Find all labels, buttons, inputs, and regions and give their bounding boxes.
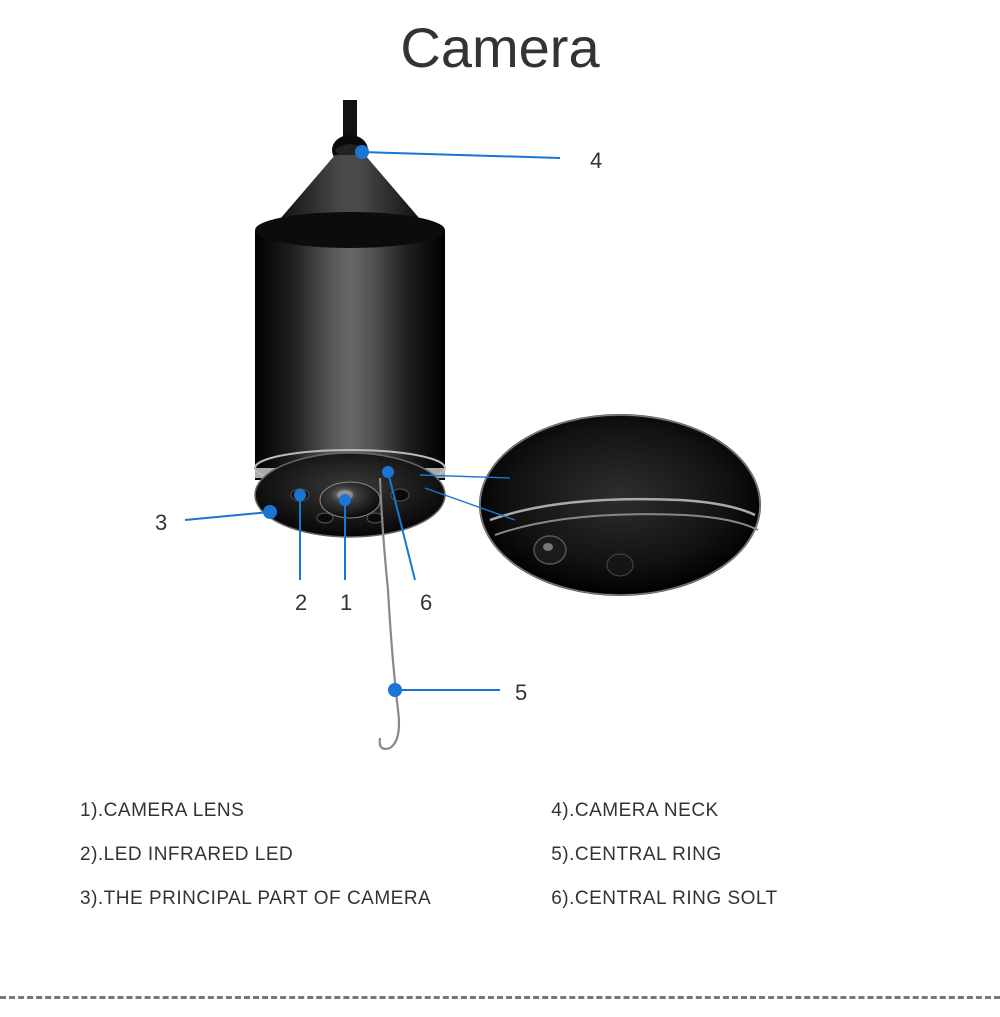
callout-number-3: 3: [155, 510, 167, 536]
camera-diagram: 4 3 2 1 6 5: [0, 100, 1000, 750]
callout-number-2: 2: [295, 590, 307, 616]
legend-item: 3).THE PRINCIPAL PART OF CAMERA: [80, 888, 431, 910]
legend-item: 4).CAMERA NECK: [551, 800, 777, 822]
legend: 1).CAMERA LENS 2).LED INFRARED LED 3).TH…: [80, 800, 778, 910]
page-title: Camera: [400, 15, 599, 80]
callout-number-1: 1: [340, 590, 352, 616]
legend-item: 1).CAMERA LENS: [80, 800, 431, 822]
legend-column-left: 1).CAMERA LENS 2).LED INFRARED LED 3).TH…: [80, 800, 431, 910]
legend-item: 5).CENTRAL RING: [551, 844, 777, 866]
legend-item: 6).CENTRAL RING SOLT: [551, 888, 777, 910]
section-divider: [0, 996, 1000, 999]
camera-illustration: [0, 100, 1000, 750]
callout-number-4: 4: [590, 148, 602, 174]
legend-item: 2).LED INFRARED LED: [80, 844, 431, 866]
legend-column-right: 4).CAMERA NECK 5).CENTRAL RING 6).CENTRA…: [551, 800, 777, 910]
callout-number-5: 5: [515, 680, 527, 706]
callout-number-6: 6: [420, 590, 432, 616]
